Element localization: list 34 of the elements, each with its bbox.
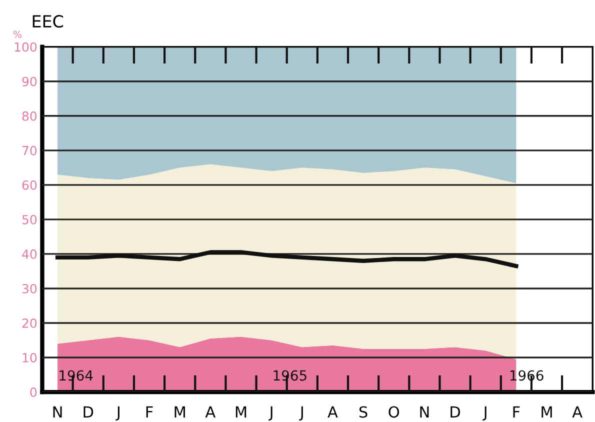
y-tick-label: 80 [22, 111, 37, 121]
x-tick-label: A [572, 406, 582, 418]
annotation: 1964 [60, 370, 93, 381]
x-tick-label: J [482, 406, 486, 421]
y-tick-label: 40 [22, 249, 37, 259]
x-tick-label: N [420, 406, 429, 418]
x-tick-label: M [542, 406, 552, 418]
x-tick-label: M [174, 406, 185, 418]
annotation: 1965 [274, 370, 306, 381]
x-tick-label: S [359, 406, 368, 418]
x-tick-label: J [116, 406, 120, 421]
chart-title: EEC [32, 15, 64, 28]
y-tick-label: 70 [22, 146, 37, 156]
line-series [55, 250, 518, 268]
x-tick-label: O [388, 406, 400, 418]
x-tick-label: A [328, 406, 338, 418]
y-tick-label: 50 [22, 214, 37, 224]
y-tick-label: 60 [22, 180, 37, 190]
y-tick-label: 100 [14, 42, 37, 52]
x-tick-label: M [236, 406, 246, 418]
y-tick-label: 0 [30, 388, 37, 397]
x-tick-label: A [205, 406, 216, 418]
y-tick-label: 30 [22, 284, 37, 294]
x-tick-label: N [53, 406, 62, 418]
x-tick-label: J [299, 406, 303, 421]
y-tick-label: 10 [22, 352, 37, 362]
x-tick-label: F [146, 406, 153, 418]
y-axis-title: % [13, 30, 22, 38]
x-tick-label: J [268, 406, 272, 421]
y-tick-label: 90 [22, 76, 37, 86]
x-tick-label: D [450, 406, 460, 418]
y-tick-label: 20 [22, 318, 37, 328]
x-tick-label: D [84, 406, 94, 418]
x-tick-label: F [513, 406, 520, 418]
